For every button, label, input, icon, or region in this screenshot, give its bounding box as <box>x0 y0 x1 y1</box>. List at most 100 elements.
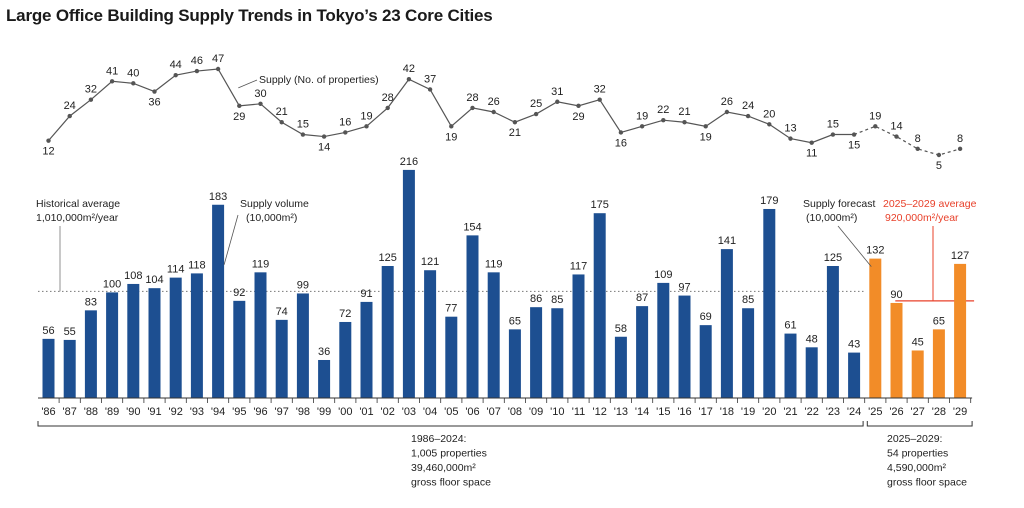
period-note-1-line-2: 1,005 properties <box>411 448 487 460</box>
bar-label-'94: 183 <box>209 191 227 203</box>
bar-'07 <box>487 272 500 398</box>
x-tick-label-'03: '03 <box>402 406 416 418</box>
bar-label-'91: 104 <box>145 274 163 286</box>
count-label-'27: 8 <box>915 133 921 145</box>
property-count-points <box>46 66 963 158</box>
x-tick-label-'29: '29 <box>953 406 967 418</box>
count-label-'95: 29 <box>233 111 245 123</box>
x-tick-label-'95: '95 <box>232 406 246 418</box>
point-'93 <box>194 68 200 74</box>
count-label-'25: 19 <box>869 110 881 122</box>
count-label-'21: 13 <box>784 123 796 135</box>
bar-'23 <box>826 266 839 398</box>
bar-'10 <box>551 308 564 398</box>
bar-label-'21: 61 <box>784 320 796 332</box>
property-count-line-forecast <box>853 125 961 156</box>
bar-label-'04: 121 <box>421 256 439 268</box>
supply-forecast-label: Supply forecast <box>803 198 875 210</box>
bar-label-'07: 119 <box>485 258 503 270</box>
bar-'02 <box>381 266 394 398</box>
count-label-'06: 28 <box>466 92 478 104</box>
count-label-'98: 15 <box>297 119 309 131</box>
bar-'93 <box>190 273 203 398</box>
annotations: Supply (No. of properties) Historical ave… <box>36 74 977 301</box>
bar-label-'88: 83 <box>85 296 97 308</box>
bar-'18 <box>720 249 733 398</box>
count-label-'19: 24 <box>742 100 754 112</box>
count-label-'94: 47 <box>212 53 224 65</box>
count-label-'96: 30 <box>254 88 266 100</box>
count-label-'10: 31 <box>551 86 563 98</box>
count-label-'93: 46 <box>191 55 203 67</box>
count-label-'97: 21 <box>276 106 288 118</box>
bar-label-'09: 86 <box>530 293 542 305</box>
point-'91 <box>152 89 157 94</box>
point-'26 <box>894 134 899 139</box>
bar-label-'28: 65 <box>933 315 945 327</box>
bar-'24 <box>848 352 861 398</box>
point-'02 <box>385 105 390 111</box>
x-tick-label-'21: '21 <box>783 406 797 418</box>
point-'16 <box>682 120 687 125</box>
count-label-'11: 29 <box>572 111 584 123</box>
point-'01 <box>364 124 369 129</box>
count-label-'87: 24 <box>64 100 76 112</box>
bar-'26 <box>890 302 903 398</box>
supply-forecast-unit: (10,000m²) <box>806 212 857 224</box>
point-'15 <box>661 117 666 123</box>
bar-'19 <box>742 308 755 398</box>
bar-label-'89: 100 <box>103 278 121 290</box>
x-tick-label-'27: '27 <box>911 406 925 418</box>
x-tick-label-'96: '96 <box>253 406 267 418</box>
bar-label-'25: 132 <box>866 245 884 257</box>
bar-'20 <box>763 208 776 398</box>
x-tick-label-'88: '88 <box>84 406 98 418</box>
count-label-'00: 16 <box>339 116 351 128</box>
bracket-2025-2029 <box>866 421 973 427</box>
bar-'21 <box>784 333 797 398</box>
point-'23 <box>830 132 836 137</box>
period-notes: 1986–2024: 1,005 properties 39,460,000m² gr… <box>37 421 973 489</box>
bar-label-'10: 85 <box>551 294 563 306</box>
x-tick-label-'26: '26 <box>889 406 903 418</box>
x-tick-label-'07: '07 <box>487 406 501 418</box>
bar-'94 <box>212 204 225 398</box>
x-tick-label-'91: '91 <box>147 406 161 418</box>
x-axis: '86 '87 '88 '89 '90 '91 '92 '93 '94 '95 '96 '97 '98 '… <box>38 397 973 418</box>
bar-'14 <box>636 306 649 398</box>
x-tick-label-'24: '24 <box>847 406 861 418</box>
historical-average-label: Historical average <box>36 198 120 210</box>
x-tick-label-'13: '13 <box>614 406 628 418</box>
count-label-'05: 19 <box>445 131 457 143</box>
point-'86 <box>46 138 51 143</box>
x-tick-label-'15: '15 <box>656 406 670 418</box>
count-label-'02: 28 <box>382 92 394 104</box>
supply-forecast-leader <box>837 225 872 267</box>
point-'88 <box>88 97 94 102</box>
bar-label-'12: 175 <box>591 199 609 211</box>
count-label-'16: 21 <box>678 106 690 118</box>
x-tick-label-'14: '14 <box>635 406 649 418</box>
point-'95 <box>237 103 242 109</box>
bar-'95 <box>233 300 246 398</box>
bracket-1986-2024 <box>37 421 864 427</box>
x-tick-label-'22: '22 <box>805 406 819 418</box>
bar-label-'97: 74 <box>276 306 288 318</box>
bar-label-'22: 48 <box>806 333 818 345</box>
count-label-'99: 14 <box>318 142 330 154</box>
period-note-2-line-4: gross floor space <box>887 477 967 489</box>
count-label-'01: 19 <box>360 110 372 122</box>
point-'05 <box>449 124 454 129</box>
point-'21 <box>788 136 793 141</box>
count-label-'23: 15 <box>827 119 839 131</box>
period-note-1-line-4: gross floor space <box>411 477 491 489</box>
x-tick-label-'12: '12 <box>593 406 607 418</box>
bar-'87 <box>63 339 76 398</box>
count-label-'12: 32 <box>594 84 606 96</box>
bar-'90 <box>127 283 140 398</box>
bar-label-'01: 91 <box>360 288 372 300</box>
bar-'92 <box>169 277 182 398</box>
x-tick-label-'00: '00 <box>338 406 352 418</box>
bar-'98 <box>296 293 309 398</box>
point-'27 <box>915 146 920 152</box>
